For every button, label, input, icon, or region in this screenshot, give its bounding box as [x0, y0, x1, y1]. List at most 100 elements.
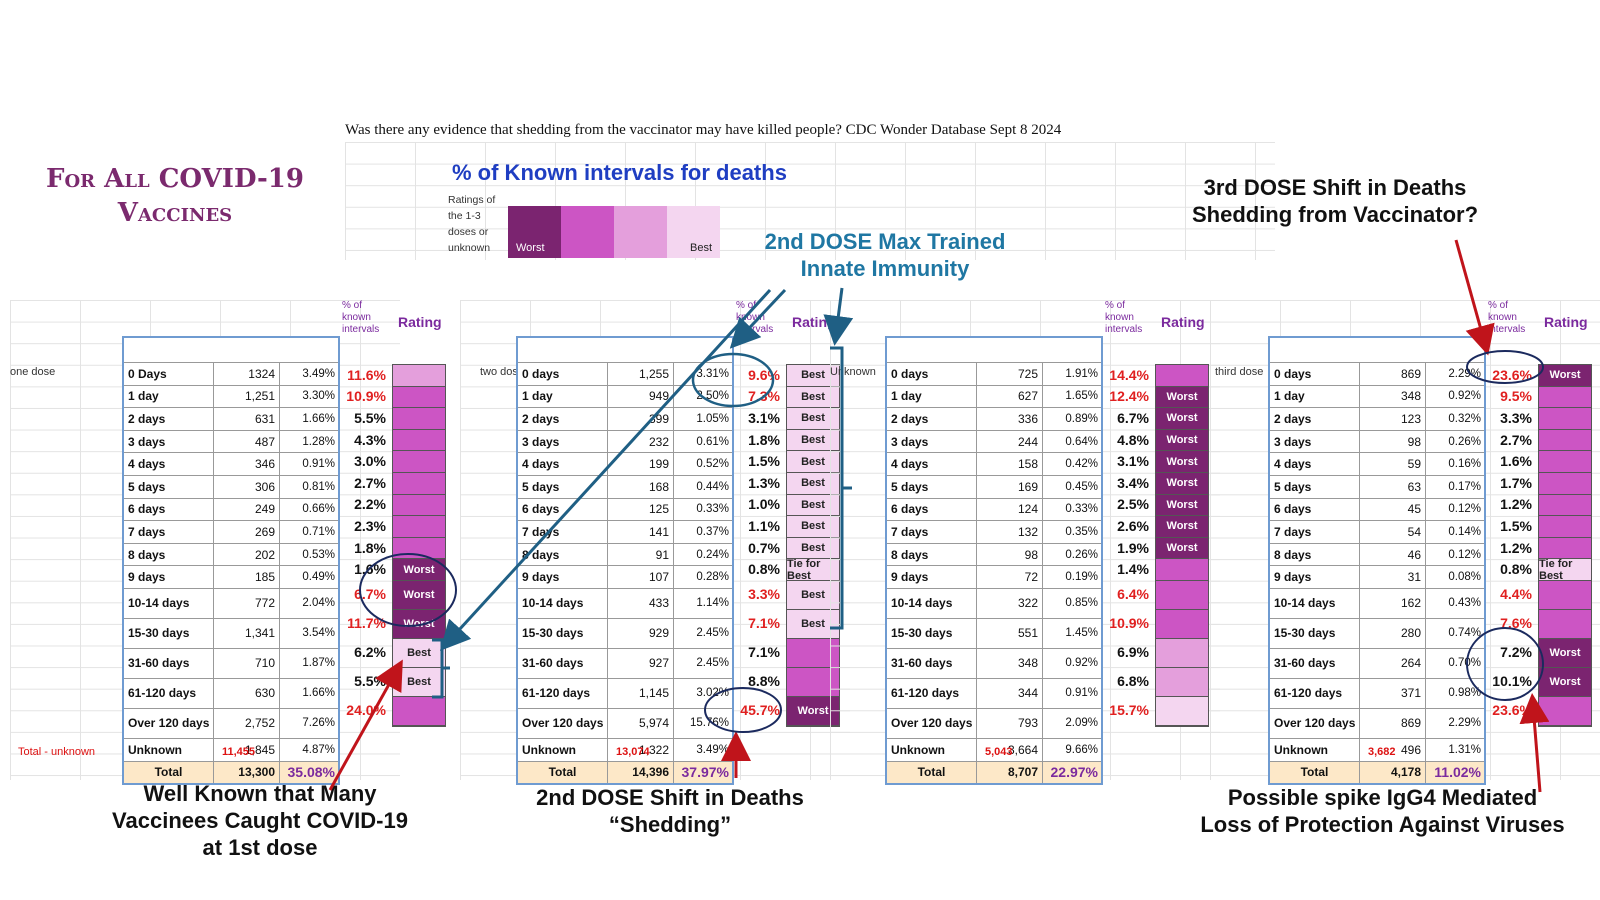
total-pct: 35.08%	[287, 764, 335, 781]
known-pct-value: 6.7%	[1117, 409, 1149, 426]
pct-total-cell: 0.14%	[1448, 525, 1481, 538]
pct-total-cell: 0.43%	[1448, 597, 1481, 610]
interval-cell: 31-60 days	[1270, 648, 1360, 678]
known-pct-header: % of known intervals	[1105, 300, 1143, 335]
interval-cell: 8 days	[887, 543, 977, 566]
rating-cell: Worst	[393, 559, 445, 581]
rating-cell	[1539, 494, 1591, 517]
count-cell: 199	[608, 453, 674, 475]
known-pct-value: 2.5%	[1117, 496, 1149, 513]
interval-cell: 31-60 days	[124, 648, 214, 678]
count-cell: 631	[214, 408, 280, 430]
interval-cell: 5 days	[124, 475, 214, 498]
rating-cell: Best	[393, 667, 445, 697]
annotation-igg4: Possible spike IgG4 Mediated Loss of Pro…	[1200, 785, 1565, 837]
rating-cell: Best	[787, 408, 839, 430]
pct-total-cell: 2.50%	[696, 390, 729, 403]
pct-total-cell: 0.92%	[1448, 390, 1481, 403]
pct-total-cell: 2.29%	[1448, 717, 1481, 730]
count-cell: 2,752	[214, 708, 280, 738]
count-cell: 72	[977, 566, 1043, 588]
count-cell: 348	[1360, 385, 1426, 408]
pct-total-cell: 1.91%	[1065, 367, 1098, 380]
known-pct-column: 14.4% 12.4% 6.7% 4.8% 3.1% 3.4% 2.5% 2.6% 1.9% 1.…	[1103, 364, 1151, 725]
count-cell: 123	[1360, 408, 1426, 430]
rating-column: Best Best Best Best Best Best Best Best Best Tie …	[786, 364, 840, 727]
pct-total-cell: 1.14%	[696, 597, 729, 610]
known-pct-value: 23.6%	[1492, 366, 1532, 383]
count-cell: 249	[214, 498, 280, 521]
count-cell: 627	[977, 385, 1043, 408]
table-row: 31-60 days 710 1.87%	[124, 648, 338, 679]
pct-total-cell: 0.35%	[1065, 525, 1098, 538]
rating-cell: Best	[787, 516, 839, 538]
table-row: 15-30 days 551 1.45%	[887, 618, 1101, 649]
interval-cell: 4 days	[1270, 453, 1360, 475]
panel-label: one dose	[10, 366, 56, 378]
count-cell: 496	[1360, 738, 1426, 761]
legend-swatch-3	[614, 206, 667, 258]
known-pct-value: 1.6%	[1500, 453, 1532, 470]
count-cell: 63	[1360, 475, 1426, 498]
count-cell: 348	[977, 648, 1043, 678]
panel-2: Unknown 0 days 725 1.91% 1 day 627 1.65% 2 days…	[830, 300, 1220, 786]
rating-cell	[1156, 609, 1208, 639]
pct-total-cell: 0.98%	[1448, 687, 1481, 700]
count-cell: 336	[977, 408, 1043, 430]
known-pct-value: 23.6%	[1492, 702, 1532, 719]
total-count: 8,707	[977, 761, 1043, 784]
interval-cell: 5 days	[518, 475, 608, 498]
interval-cell: Unknown	[124, 738, 214, 761]
table-row: Unknown 496 1.31%	[1270, 738, 1484, 762]
rating-cell	[1539, 609, 1591, 639]
rating-cell	[1539, 386, 1591, 409]
pct-total-cell: 1.66%	[302, 412, 335, 425]
count-cell: 322	[977, 588, 1043, 618]
table-row: 61-120 days 344 0.91%	[887, 678, 1101, 709]
total-minus-unknown-value: 5,043	[985, 746, 1013, 758]
interval-cell: 4 days	[518, 453, 608, 475]
pct-total-cell: 0.70%	[1448, 657, 1481, 670]
interval-cell: 3 days	[518, 430, 608, 453]
rating-cell	[1156, 696, 1208, 726]
known-pct-value: 1.5%	[1500, 517, 1532, 534]
table-row: 6 days 249 0.66%	[124, 498, 338, 522]
interval-cell: 9 days	[887, 566, 977, 588]
interval-cell: Unknown	[1270, 738, 1360, 761]
pct-total-cell: 2.09%	[1065, 717, 1098, 730]
interval-cell: 10-14 days	[518, 588, 608, 618]
total-count: 13,300	[214, 761, 280, 784]
known-pct-column: 9.6% 7.3% 3.1% 1.8% 1.5% 1.3% 1.0% 1.1% 0.7% 0.8%…	[734, 364, 782, 725]
total-row: Total 8,707 22.97%	[887, 761, 1101, 784]
known-pct-value: 1.4%	[1117, 561, 1149, 578]
rating-cell: Worst	[1156, 472, 1208, 495]
count-cell: 280	[1360, 618, 1426, 648]
table-row: 10-14 days 162 0.43%	[1270, 588, 1484, 619]
pct-total-cell: 0.28%	[696, 571, 729, 584]
pct-total-cell: 3.02%	[696, 687, 729, 700]
count-cell: 45	[1360, 498, 1426, 521]
pct-total-cell: 0.19%	[1065, 571, 1098, 584]
pct-total-cell: 0.61%	[696, 435, 729, 448]
table-row: Unknown 3,664 9.66%	[887, 738, 1101, 762]
pct-total-cell: 15.76%	[689, 717, 729, 730]
known-pct-value: 3.1%	[1117, 453, 1149, 470]
count-cell: 269	[214, 521, 280, 543]
interval-cell: 9 days	[518, 566, 608, 588]
interval-cell: 1 day	[1270, 385, 1360, 408]
rating-cell	[1156, 638, 1208, 668]
panel-1: two dose 0 days 1,255 3.31% 1 day 949 2.50% 2 d…	[460, 300, 850, 786]
rating-cell: Worst	[1539, 667, 1591, 697]
count-cell: 630	[214, 678, 280, 708]
panel-label: third dose	[1215, 366, 1264, 378]
known-pct-value: 2.7%	[354, 474, 386, 491]
pct-total-cell: 0.92%	[1065, 657, 1098, 670]
interval-cell: Unknown	[887, 738, 977, 761]
rating-cell	[1539, 408, 1591, 430]
table-row: 4 days 346 0.91%	[124, 453, 338, 476]
count-cell: 793	[977, 708, 1043, 738]
pct-total-cell: 3.49%	[302, 367, 335, 380]
rating-cell	[393, 472, 445, 495]
known-pct-value: 3.3%	[748, 586, 780, 603]
known-pct-value: 0.8%	[1500, 561, 1532, 578]
